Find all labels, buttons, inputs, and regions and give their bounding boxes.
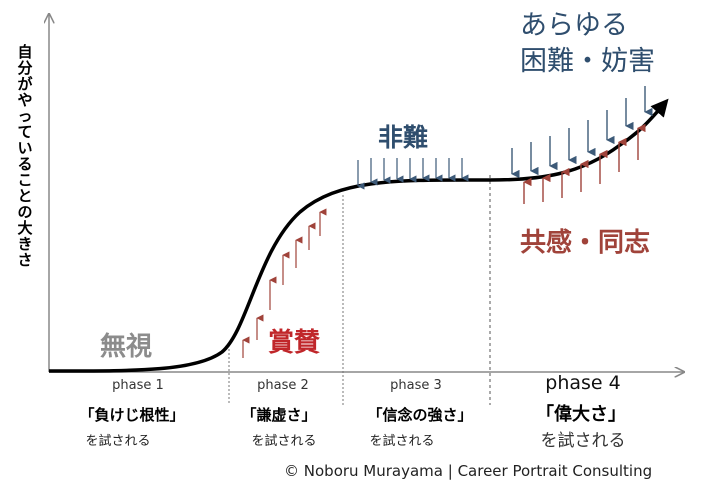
criticism-arrows — [357, 158, 469, 190]
phase-1-name: phase 1 — [112, 378, 164, 393]
phase-4-quality: 「偉大さ」 — [536, 404, 626, 425]
obstacles-line-1: あらゆる — [520, 10, 628, 41]
phase-3-quality: 「信念の強さ」 — [367, 406, 473, 424]
criticism-label: 非難 — [378, 123, 429, 152]
phase-4-tested: を試される — [540, 431, 626, 451]
phase-3-name: phase 3 — [390, 378, 442, 393]
growth-curve — [48, 98, 669, 373]
ignored-label: 無視 — [100, 332, 153, 362]
phase-3-tested: を試される — [369, 434, 435, 449]
praise-label: 賞賛 — [268, 328, 321, 358]
copyright-credit: © Noboru Murayama | Career Portrait Cons… — [284, 462, 653, 480]
obstacles-line-2: 困難・妨害 — [520, 46, 655, 77]
phase-2-name: phase 2 — [257, 378, 309, 393]
empathy-arrows — [523, 123, 646, 204]
obstacles-label: あらゆる 困難・妨害 — [520, 8, 655, 80]
phase-4-name: phase 4 — [545, 372, 621, 394]
phase-2-quality: 「謙虚さ」 — [241, 406, 317, 424]
phase-2-tested: を試される — [251, 434, 317, 449]
empathy-label: 共感・同志 — [520, 228, 651, 258]
obstacle-arrows — [511, 86, 653, 179]
phase-1-quality: 「負けじ根性」 — [79, 406, 185, 424]
phase-1-tested: を試される — [85, 434, 151, 449]
y-axis-label: 自分がやっていることの大きさ — [17, 43, 33, 269]
praise-arrows — [242, 208, 327, 358]
